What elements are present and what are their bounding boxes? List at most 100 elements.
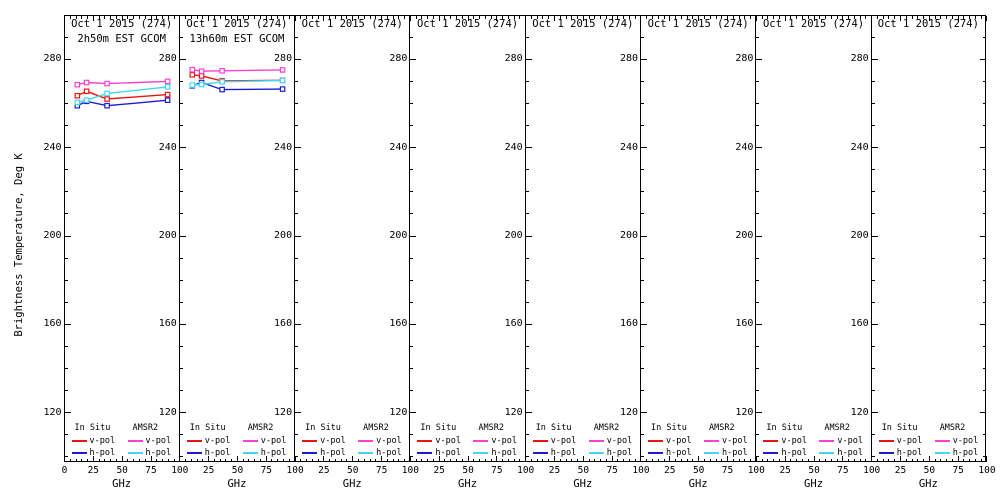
x-minor-tick: [133, 459, 135, 462]
x-major-tick: [381, 456, 383, 462]
y-minor-tick: [641, 80, 644, 82]
x-minor-tick-top: [686, 16, 688, 19]
legend-line-amsr2-h-pol: [588, 452, 604, 454]
x-minor-tick: [588, 459, 590, 462]
x-tick-label: 75: [606, 465, 618, 476]
legend-col1-title: In Situ: [881, 423, 918, 433]
y-major-tick: [295, 235, 302, 237]
y-minor-tick: [295, 301, 299, 303]
x-tick-label: 25: [664, 465, 676, 476]
x-minor-tick-top: [346, 16, 348, 19]
y-minor-tick: [641, 345, 644, 347]
x-major-tick-top: [467, 16, 469, 21]
x-minor-tick: [577, 459, 579, 462]
x-minor-tick-top: [536, 16, 538, 19]
y-major-tick: [641, 412, 647, 414]
x-minor-tick-top: [894, 16, 896, 19]
x-minor-tick-top: [392, 16, 394, 19]
legend-line-insitu-v-pol: [532, 440, 548, 442]
x-tick-label: 50: [116, 465, 128, 476]
x-minor-tick: [507, 459, 509, 462]
y-minor-tick: [410, 345, 414, 347]
y-minor-tick: [525, 169, 529, 171]
x-major-tick: [265, 456, 267, 462]
legend-label-amsr2-v-pol: v-pol: [722, 436, 748, 446]
x-major-tick: [842, 456, 844, 462]
x-minor-tick: [946, 459, 948, 462]
x-minor-tick-top: [225, 16, 227, 19]
legend-label-amsr2-v-pol: v-pol: [145, 436, 172, 446]
x-minor-tick-top: [738, 16, 740, 19]
x-tick-label: 50: [692, 465, 705, 476]
x-minor-tick: [819, 459, 821, 462]
y-minor-tick: [525, 103, 529, 104]
y-minor-tick: [179, 213, 183, 215]
y-major-tick-right: [979, 147, 986, 149]
legend-col2-title: AMSR2: [132, 423, 159, 433]
x-minor-tick: [692, 459, 694, 462]
data-marker-insitu_h: [219, 86, 225, 93]
x-minor-tick: [404, 459, 406, 462]
x-major-tick-top: [669, 16, 671, 21]
y-minor-tick: [179, 125, 183, 126]
data-marker-insitu_h: [164, 97, 170, 104]
y-minor-tick: [64, 213, 68, 215]
y-minor-tick: [756, 36, 760, 38]
y-major-tick: [641, 323, 647, 325]
x-minor-tick-top: [455, 16, 457, 19]
y-major-tick-right: [979, 235, 986, 237]
x-minor-tick-top: [848, 16, 850, 19]
x-minor-tick: [796, 459, 798, 462]
x-minor-tick: [519, 459, 521, 462]
y-minor-tick: [641, 434, 644, 436]
y-tick-label: 120: [389, 406, 408, 418]
x-minor-tick-top: [588, 16, 590, 19]
x-minor-tick-top: [623, 16, 625, 19]
legend-line-amsr2-v-pol: [473, 440, 489, 442]
x-minor-tick-top: [306, 16, 308, 19]
y-minor-tick: [295, 191, 299, 193]
x-minor-tick: [940, 459, 942, 462]
series-line-amsr2_h: [76, 86, 168, 104]
y-tick-label: 200: [389, 230, 408, 241]
x-minor-tick: [801, 459, 803, 462]
legend-col2-title: AMSR2: [593, 423, 620, 433]
x-minor-tick-top: [432, 16, 434, 19]
y-minor-tick: [525, 257, 529, 259]
y-minor-tick: [525, 434, 529, 436]
y-tick-label: 280: [504, 53, 523, 65]
x-minor-tick-top: [415, 16, 417, 19]
panel-title: Oct 1 2015 (274): [877, 18, 979, 30]
x-minor-tick-top: [652, 16, 653, 19]
x-minor-tick: [634, 459, 636, 462]
y-tick-label: 280: [43, 53, 62, 65]
y-minor-tick: [525, 36, 529, 38]
x-major-tick: [467, 456, 469, 462]
y-minor-tick-right: [982, 103, 986, 104]
x-tick-label: 100: [978, 465, 996, 476]
legend-label-insitu-v-pol: v-pol: [666, 436, 692, 446]
x-minor-tick: [882, 459, 884, 462]
data-marker-amsr2_h: [103, 90, 110, 97]
y-major-tick: [179, 412, 186, 414]
x-major-tick: [669, 456, 671, 462]
x-minor-tick-top: [219, 16, 221, 19]
y-tick-label: 240: [158, 141, 177, 153]
x-major-tick: [899, 456, 901, 462]
x-major-tick: [352, 456, 354, 462]
y-tick-label: 240: [619, 141, 638, 153]
x-minor-tick: [773, 459, 775, 462]
y-major-tick: [756, 235, 763, 237]
x-minor-tick: [455, 459, 457, 462]
x-minor-tick: [969, 459, 971, 462]
y-tick-label: 200: [619, 230, 638, 241]
x-tick-label: 100: [171, 465, 189, 476]
x-minor-tick-top: [386, 16, 388, 19]
y-minor-tick: [179, 279, 183, 281]
y-minor-tick: [871, 191, 875, 193]
x-minor-tick: [248, 459, 250, 462]
legend-col1-title: In Situ: [305, 423, 341, 433]
x-minor-tick: [242, 459, 244, 462]
x-minor-tick: [277, 459, 279, 462]
legend-col2-title: AMSR2: [709, 423, 735, 433]
